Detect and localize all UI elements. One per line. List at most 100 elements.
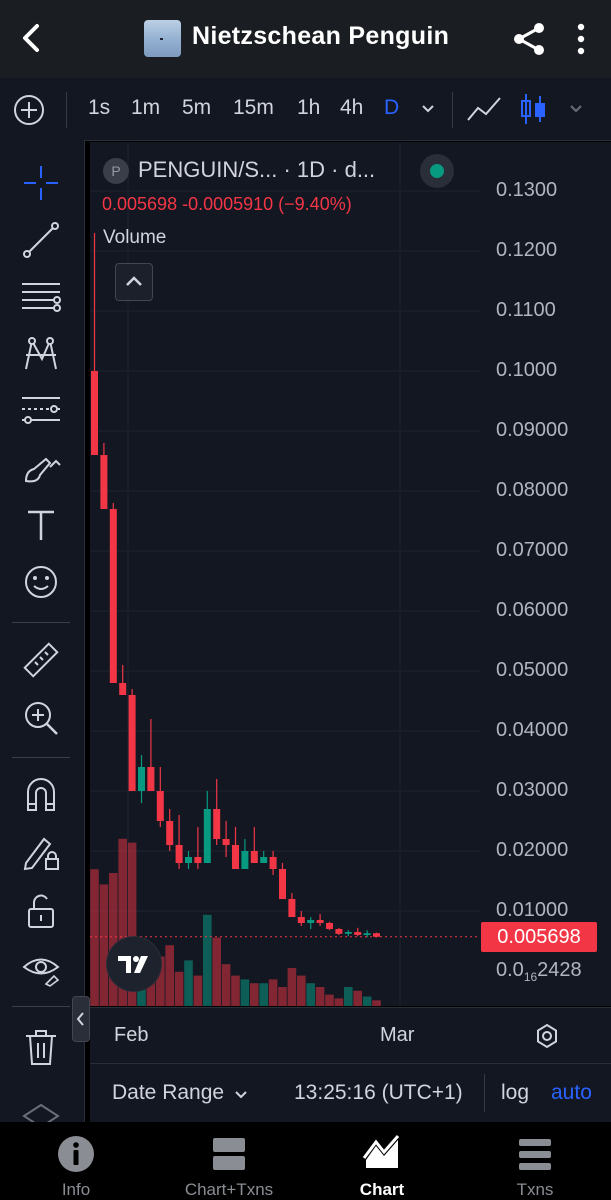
price-axis-label: 0.01000	[496, 899, 569, 921]
share-icon[interactable]	[510, 20, 548, 58]
tradingview-logo[interactable]	[107, 937, 161, 991]
volume-bar	[156, 956, 165, 1006]
time-label-feb: Feb	[114, 1024, 149, 1046]
candle-body	[344, 932, 352, 934]
chevron-down-icon[interactable]	[232, 1085, 250, 1103]
collapse-toolbar-handle[interactable]	[72, 996, 90, 1042]
candle-body	[316, 920, 324, 923]
chevron-left-icon[interactable]	[14, 20, 50, 56]
volume-bar	[315, 987, 325, 1006]
candle-body	[138, 767, 145, 791]
candle-body	[213, 809, 221, 839]
date-range-button[interactable]: Date Range	[112, 1081, 225, 1104]
text-icon[interactable]	[20, 504, 62, 546]
candle-body	[373, 933, 380, 937]
time-label-mar: Mar	[380, 1024, 415, 1046]
price-axis-label: 0.1000	[496, 359, 558, 381]
layers-icon[interactable]	[20, 1095, 62, 1122]
nav-info-label: Info	[61, 1180, 91, 1199]
bottom-navigation: Info Chart+Txns Chart Txns	[0, 1122, 611, 1200]
candle-body	[156, 791, 164, 821]
timeframe-1m[interactable]: 1m	[131, 96, 161, 119]
candle-body	[166, 821, 174, 845]
app-header: Nietzschean Penguin	[0, 0, 611, 78]
candles-icon[interactable]	[516, 92, 552, 126]
nav-txns-label: Txns	[516, 1180, 554, 1199]
chevron-down-icon[interactable]	[566, 98, 586, 118]
nav-chart[interactable]: Chart	[332, 1122, 432, 1200]
legend-title[interactable]: PENGUIN/S... · 1D · d...	[138, 157, 376, 182]
candle-body	[279, 869, 286, 899]
ruler-icon[interactable]	[20, 640, 62, 682]
unlock-icon[interactable]	[20, 890, 62, 932]
price-axis-label: 0.07000	[496, 539, 569, 561]
toolbar-divider	[12, 1006, 70, 1007]
candles	[91, 233, 380, 938]
trend-line-icon[interactable]	[20, 219, 62, 261]
fib-lines-icon[interactable]	[20, 276, 62, 318]
price-chart[interactable]: P PENGUIN/S... · 1D · d... 0.005698 -0.0…	[90, 142, 611, 1006]
time-axis[interactable]: Feb Mar	[90, 1007, 611, 1064]
chevron-down-icon[interactable]	[418, 98, 438, 118]
volume-bar	[372, 1000, 381, 1006]
zoom-in-icon[interactable]	[20, 697, 62, 739]
volume-legend[interactable]: Volume	[103, 227, 167, 248]
timeframe-1s[interactable]: 1s	[88, 96, 111, 119]
auto-scale-toggle[interactable]: auto	[551, 1081, 592, 1104]
symbol-logo: P	[103, 158, 129, 184]
price-axis-label: 0.02000	[496, 839, 569, 861]
pattern-icon[interactable]	[20, 333, 62, 375]
nav-chart-txns[interactable]: Chart+Txns	[170, 1122, 288, 1200]
clock-display[interactable]: 13:25:16 (UTC+1)	[294, 1081, 463, 1104]
chart-bottom-controls: Date Range 13:25:16 (UTC+1) log auto	[90, 1063, 611, 1123]
settings-icon[interactable]	[533, 1022, 561, 1050]
candle-body	[269, 857, 277, 869]
timeframe-4h[interactable]: 4h	[340, 96, 364, 119]
nav-chart-txns-label: Chart+Txns	[184, 1180, 274, 1199]
candle-body	[307, 920, 315, 923]
price-axis-label: 0.05000	[496, 659, 569, 681]
toolbar-divider	[12, 622, 70, 623]
volume-bar	[212, 937, 221, 1006]
timeframe-d[interactable]: D	[384, 96, 400, 119]
eye-icon[interactable]	[20, 946, 62, 988]
candle-body	[363, 933, 371, 935]
candle-body	[326, 923, 333, 929]
lock-drawing-icon[interactable]	[20, 831, 62, 873]
forecast-icon[interactable]	[20, 390, 62, 432]
volume-bar	[193, 975, 203, 1006]
line-chart-icon[interactable]	[466, 92, 502, 126]
volume-bar	[221, 964, 231, 1006]
token-avatar	[144, 20, 181, 57]
nav-chart-label: Chart	[359, 1180, 405, 1199]
price-axis-label: 0.06000	[496, 599, 569, 621]
volume-bar	[325, 994, 334, 1006]
timeframe-15m[interactable]: 15m	[233, 96, 274, 119]
collapse-legend-button[interactable]	[115, 263, 153, 301]
timeframe-1h[interactable]: 1h	[297, 96, 321, 119]
chart-canvas[interactable]	[90, 142, 611, 1006]
candle-body	[185, 857, 192, 863]
chevron-left-icon	[76, 1012, 84, 1026]
trash-icon[interactable]	[20, 1026, 62, 1068]
price-axis-label: 0.03000	[496, 779, 569, 801]
list-icon	[519, 1139, 551, 1170]
timeframe-5m[interactable]: 5m	[182, 96, 212, 119]
market-status[interactable]	[420, 154, 454, 188]
price-axis-label: 0.1200	[496, 239, 558, 261]
bottom-divider	[484, 1074, 485, 1112]
crosshair-icon[interactable]	[20, 162, 62, 204]
emoji-icon[interactable]	[20, 561, 62, 603]
more-vertical-icon[interactable]	[568, 22, 594, 56]
add-indicator-icon[interactable]	[12, 93, 46, 127]
nav-txns[interactable]: Txns	[485, 1122, 585, 1200]
volume-bar	[259, 983, 268, 1006]
price-axis-low-label: 0.0162428	[496, 959, 582, 984]
log-scale-toggle[interactable]: log	[501, 1081, 530, 1104]
candle-body	[222, 839, 230, 845]
candle-body	[194, 857, 202, 863]
volume-bar	[174, 971, 184, 1006]
nav-info[interactable]: Info	[26, 1122, 126, 1200]
brush-icon[interactable]	[20, 447, 62, 489]
magnet-icon[interactable]	[20, 774, 62, 816]
